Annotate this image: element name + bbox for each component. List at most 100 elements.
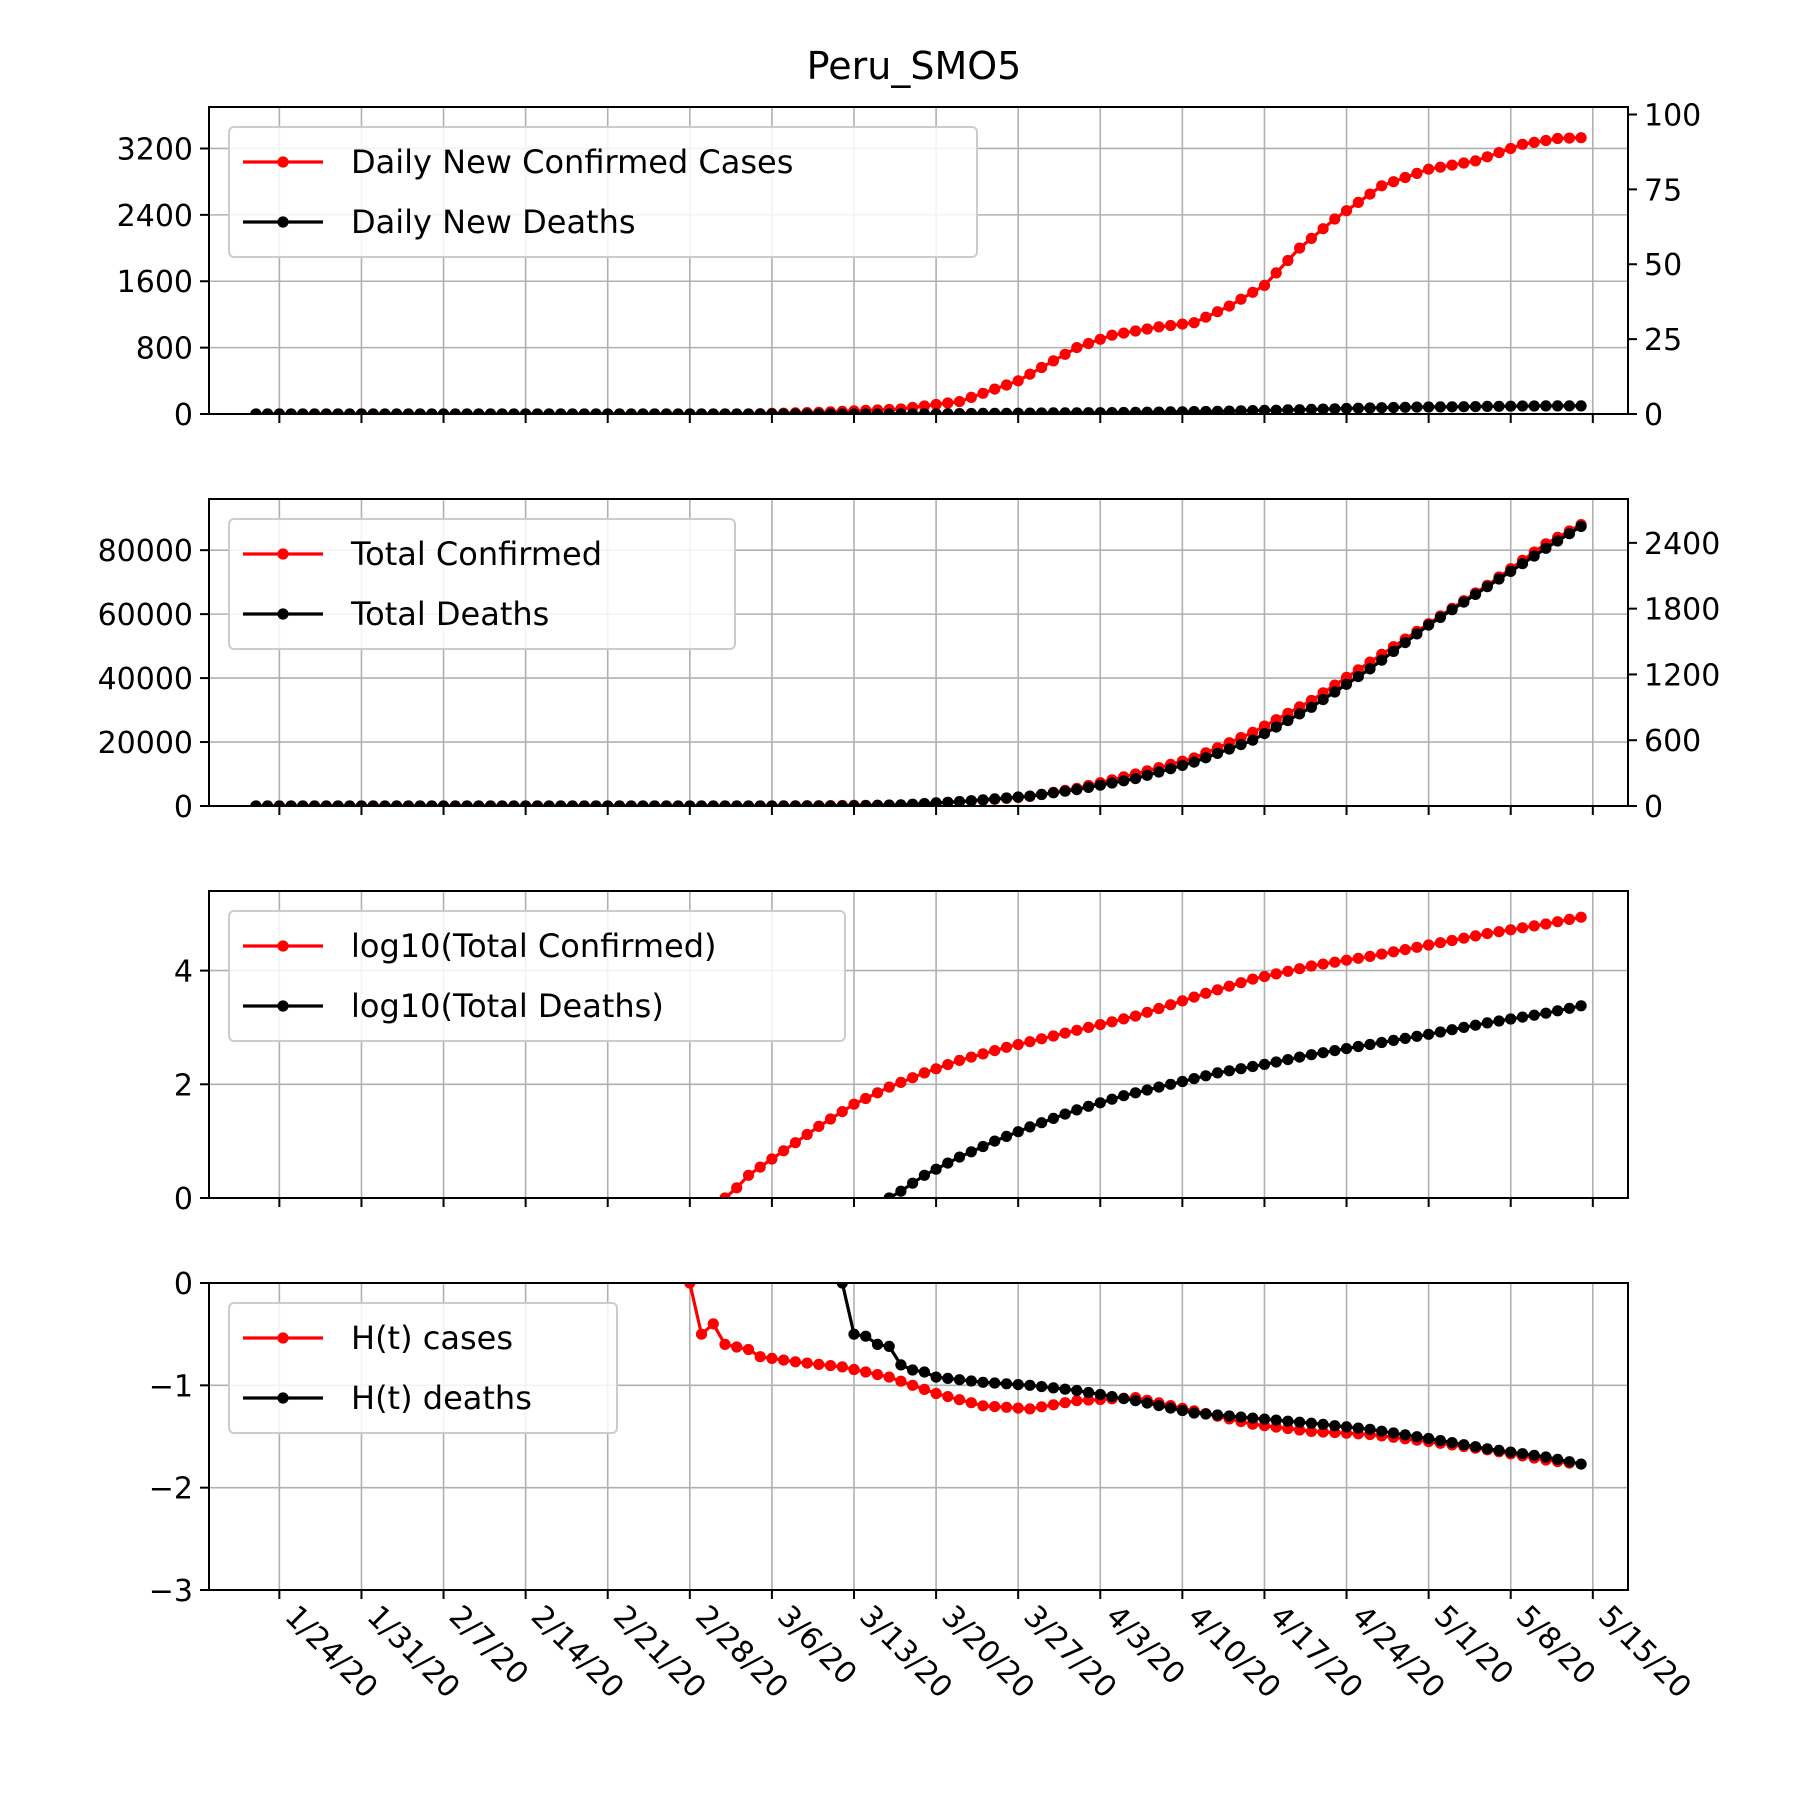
data-point xyxy=(848,800,860,806)
data-point xyxy=(1376,180,1388,192)
data-point xyxy=(1563,132,1575,144)
data-point xyxy=(1305,960,1317,972)
data-point xyxy=(437,408,450,414)
data-point xyxy=(1364,402,1376,414)
data-point xyxy=(613,408,626,414)
data-point xyxy=(953,1394,966,1406)
data-point xyxy=(989,1045,1001,1057)
y-right-tick-label: 75 xyxy=(1644,173,1682,208)
data-point xyxy=(1200,752,1212,764)
data-point xyxy=(262,800,274,806)
data-point xyxy=(1516,400,1529,412)
data-point xyxy=(1317,403,1329,414)
data-point xyxy=(1071,1395,1083,1407)
data-point xyxy=(531,800,543,806)
data-point xyxy=(1047,355,1059,367)
data-point xyxy=(1047,1112,1059,1124)
data-point xyxy=(989,1377,1001,1389)
data-point xyxy=(1493,573,1505,585)
data-point xyxy=(1129,773,1142,785)
data-point xyxy=(989,1401,1001,1413)
data-point xyxy=(1399,944,1411,956)
data-point xyxy=(1012,791,1024,803)
data-point xyxy=(895,799,907,806)
data-point xyxy=(1481,400,1493,412)
data-point xyxy=(813,1358,825,1370)
data-point xyxy=(1071,784,1083,796)
data-point xyxy=(953,1054,966,1066)
y-left-tick-label: 20000 xyxy=(98,726,193,761)
data-point xyxy=(1094,407,1106,414)
data-point xyxy=(871,1369,884,1381)
data-point xyxy=(1376,1425,1388,1437)
data-point xyxy=(402,408,414,414)
data-point xyxy=(848,1098,860,1110)
data-point xyxy=(1176,1404,1188,1417)
data-point xyxy=(895,1375,907,1387)
data-point xyxy=(1481,581,1493,593)
legend-label: Total Confirmed xyxy=(350,535,602,573)
data-point xyxy=(977,1376,989,1388)
data-point xyxy=(1059,1383,1071,1395)
data-point xyxy=(1211,747,1224,760)
data-point xyxy=(391,408,403,414)
data-point xyxy=(1247,286,1259,298)
data-point xyxy=(1024,1036,1036,1048)
data-point xyxy=(1423,1028,1435,1040)
data-point xyxy=(273,408,285,414)
data-point xyxy=(731,1182,743,1194)
data-point xyxy=(1176,406,1188,414)
legend-swatch-marker xyxy=(277,216,289,228)
data-point xyxy=(1469,1019,1482,1031)
data-point xyxy=(297,408,309,414)
data-point xyxy=(1294,242,1306,254)
data-point xyxy=(1129,1395,1142,1407)
y-right-tick-label: 25 xyxy=(1644,323,1682,358)
data-point xyxy=(1376,1036,1388,1049)
data-point xyxy=(895,1076,907,1088)
data-point xyxy=(1387,176,1400,188)
data-point xyxy=(1446,604,1458,616)
data-point xyxy=(778,1354,790,1366)
data-point xyxy=(1200,987,1212,999)
data-point xyxy=(1552,916,1564,928)
data-point xyxy=(1505,142,1517,155)
data-point xyxy=(1200,1070,1212,1082)
data-point xyxy=(1352,196,1364,208)
data-point xyxy=(1094,1019,1106,1031)
data-point xyxy=(1118,327,1130,339)
data-point xyxy=(1270,721,1282,733)
data-point xyxy=(1106,407,1118,414)
y-right-tick-label: 600 xyxy=(1644,724,1701,759)
y-left-tick-label: 0 xyxy=(174,790,193,825)
data-point xyxy=(1423,1432,1435,1445)
data-point xyxy=(848,1328,860,1340)
data-point xyxy=(1188,991,1200,1003)
data-point xyxy=(977,407,989,414)
subplot-cumulative: 0 20000 40000 60000 80000 0 600 1200 1800 2400 Tot… xyxy=(98,498,1720,825)
data-point xyxy=(942,1372,954,1384)
data-point xyxy=(1376,402,1388,414)
data-point xyxy=(860,1366,872,1378)
data-point xyxy=(1317,1047,1329,1059)
y-right-tick-label: 0 xyxy=(1644,790,1663,825)
data-point xyxy=(824,408,837,414)
y-left-tick-label: 80000 xyxy=(98,534,193,569)
data-point xyxy=(1493,1444,1505,1456)
data-point xyxy=(801,408,813,414)
data-point xyxy=(836,800,848,806)
y-left-tick-label: −3 xyxy=(149,1574,193,1609)
data-point xyxy=(1446,934,1458,947)
data-point xyxy=(1516,922,1529,934)
data-point xyxy=(1352,671,1364,683)
data-point xyxy=(1059,348,1071,360)
data-point xyxy=(1235,977,1247,989)
data-point xyxy=(1411,1431,1423,1443)
data-point xyxy=(977,387,989,399)
data-point xyxy=(1153,406,1165,414)
data-point xyxy=(1423,401,1435,413)
data-point xyxy=(426,800,438,806)
data-point xyxy=(391,800,403,806)
data-point xyxy=(918,1067,931,1079)
